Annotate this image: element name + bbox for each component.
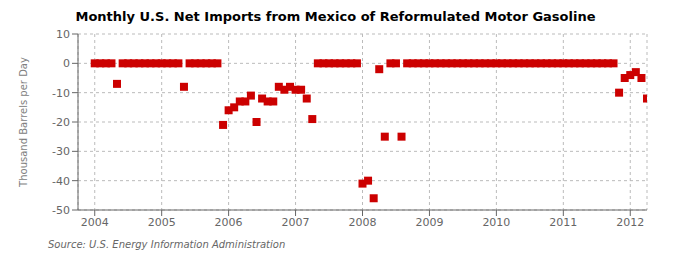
svg-text:2004: 2004 (81, 216, 109, 229)
svg-text:-40: -40 (52, 175, 70, 188)
svg-text:2012: 2012 (616, 216, 644, 229)
svg-text:2010: 2010 (482, 216, 510, 229)
html-text:Source: U.S. Energy Informatio: Source: U.S. Energy Information Administ… (48, 239, 286, 250)
html-text:Monthly U.S. Net Imports from: Monthly U.S. Net Imports from Mexico of … (75, 9, 596, 24)
svg-text:-50: -50 (52, 204, 70, 217)
svg-text:2009: 2009 (415, 216, 443, 229)
svg-text:Thousand Barrels per Day: Thousand Barrels per Day (18, 57, 29, 188)
svg-text:2006: 2006 (215, 216, 243, 229)
svg-text:2007: 2007 (282, 216, 310, 229)
svg-text:-10: -10 (52, 87, 70, 100)
svg-text:2005: 2005 (148, 216, 176, 229)
svg-text:-20: -20 (52, 116, 70, 129)
svg-text:2011: 2011 (549, 216, 577, 229)
svg-text:0: 0 (63, 57, 70, 70)
svg-text:10: 10 (56, 28, 70, 41)
svg-text:-30: -30 (52, 145, 70, 158)
svg-text:2008: 2008 (349, 216, 377, 229)
